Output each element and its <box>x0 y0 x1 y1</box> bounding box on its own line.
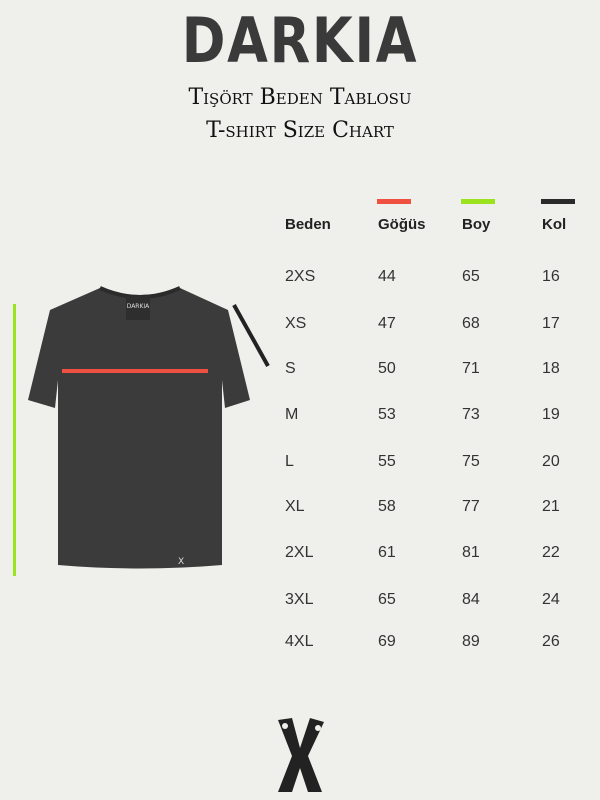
chest-indicator <box>62 369 208 373</box>
measurement-value: 61 <box>378 544 396 561</box>
column-header: Kol <box>542 216 567 233</box>
measurement-value: 68 <box>462 315 480 332</box>
column-header: Göğüs <box>378 216 426 233</box>
measurement-value: 53 <box>378 406 396 423</box>
brand-logo: DARKIA <box>181 4 419 77</box>
measurement-value: 77 <box>462 498 480 515</box>
measurement-value: 16 <box>542 268 560 285</box>
size-label: 4XL <box>285 633 314 650</box>
x-logo-icon <box>278 718 324 792</box>
legend-length-color <box>461 199 495 204</box>
measurement-value: 26 <box>542 633 560 650</box>
measurement-value: 50 <box>378 360 396 377</box>
measurement-value: 20 <box>542 453 560 470</box>
legend-sleeve-color <box>541 199 575 204</box>
size-label: XS <box>285 315 307 332</box>
size-label: M <box>285 406 299 423</box>
measurement-value: 81 <box>462 544 480 561</box>
measurement-value: 18 <box>542 360 560 377</box>
svg-text:X: X <box>178 557 184 567</box>
size-label: 2XL <box>285 544 314 561</box>
shirt-label: DARKIA <box>127 303 150 310</box>
column-header: Beden <box>285 216 331 233</box>
legend-chest-color <box>377 199 411 204</box>
measurement-value: 47 <box>378 315 396 332</box>
measurement-value: 22 <box>542 544 560 561</box>
tshirt-shape <box>28 288 250 569</box>
title-turkish: Tişört Beden Tablosu <box>188 85 412 110</box>
sleeve-indicator <box>232 304 270 367</box>
measurement-value: 21 <box>542 498 560 515</box>
tshirt-illustration: DARKIA X <box>13 286 270 576</box>
measurement-value: 89 <box>462 633 480 650</box>
measurement-value: 75 <box>462 453 480 470</box>
measurement-value: 65 <box>462 268 480 285</box>
title-english: T-shirt Size Chart <box>206 118 394 143</box>
measurement-value: 24 <box>542 591 560 608</box>
size-label: XL <box>285 498 305 515</box>
size-label: 3XL <box>285 591 314 608</box>
measurement-value: 55 <box>378 453 396 470</box>
measurement-value: 71 <box>462 360 480 377</box>
length-indicator <box>13 304 16 576</box>
size-label: 2XS <box>285 268 316 285</box>
column-header: Boy <box>462 216 491 233</box>
measurement-value: 84 <box>462 591 480 608</box>
measurement-value: 69 <box>378 633 396 650</box>
measurement-value: 65 <box>378 591 396 608</box>
measurement-value: 73 <box>462 406 480 423</box>
size-label: L <box>285 453 294 470</box>
size-label: S <box>285 360 296 377</box>
measurement-value: 17 <box>542 315 560 332</box>
measurement-value: 58 <box>378 498 396 515</box>
measurement-value: 44 <box>378 268 396 285</box>
measurement-value: 19 <box>542 406 560 423</box>
